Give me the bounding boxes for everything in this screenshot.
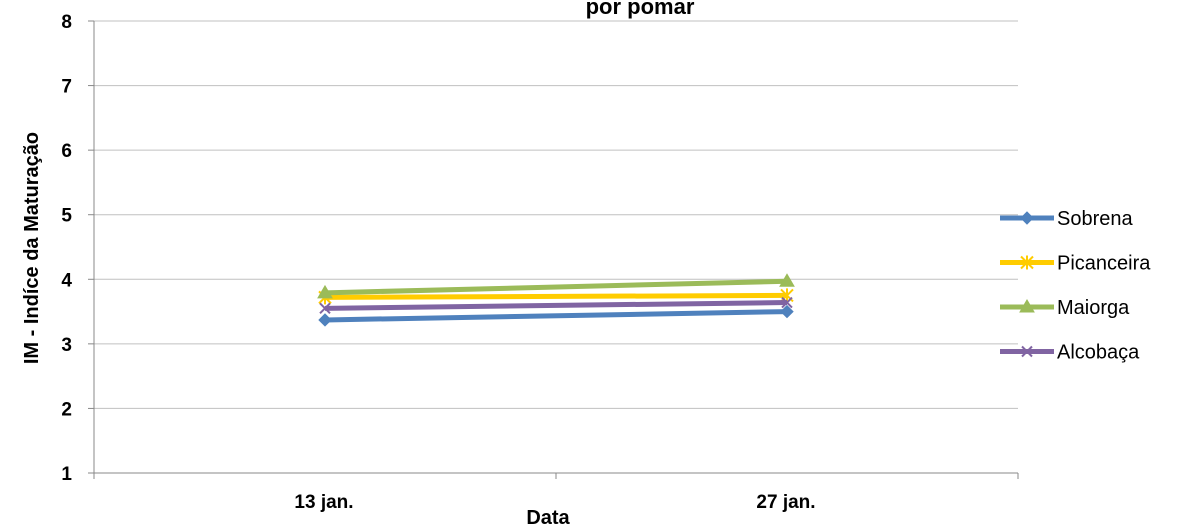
series-line-maiorga xyxy=(324,278,788,296)
y-tick-label: 2 xyxy=(61,399,72,420)
y-tick-label: 7 xyxy=(61,77,72,98)
legend-marker xyxy=(1021,345,1033,358)
axes xyxy=(88,20,1019,479)
series-lines xyxy=(317,273,795,327)
data-point-alcobaça-1 xyxy=(781,296,793,309)
legend: Sobrena Picanceira Maiorga Alcobaça xyxy=(1000,208,1151,364)
x-axis-label: Data xyxy=(526,507,570,528)
y-tick-label: 1 xyxy=(61,464,72,485)
data-point-sobrena-1 xyxy=(780,304,794,319)
y-tick-label: 3 xyxy=(61,335,72,356)
y-tick-label: 6 xyxy=(61,141,72,162)
legend-marker xyxy=(1019,299,1035,313)
gridlines xyxy=(94,20,1018,409)
series-line-picanceira xyxy=(324,292,788,300)
series-line-alcobaça xyxy=(324,300,788,311)
x-tick-labels: 13 jan. 27 jan. xyxy=(294,492,815,513)
y-tick-label: 4 xyxy=(61,270,72,291)
legend-marker xyxy=(1020,255,1034,270)
legend-item-sobrena: Sobrena xyxy=(1000,208,1133,230)
legend-item-picanceira: Picanceira xyxy=(1000,253,1151,275)
legend-label: Sobrena xyxy=(1057,208,1133,230)
legend-label: Maiorga xyxy=(1057,297,1130,319)
data-point-maiorga-0 xyxy=(317,284,333,299)
chart-title: por pomar xyxy=(586,0,695,19)
series-line-sobrena xyxy=(324,309,788,323)
legend-label: Picanceira xyxy=(1057,253,1151,275)
legend-item-maiorga: Maiorga xyxy=(1000,297,1130,319)
data-point-alcobaça-0 xyxy=(319,302,331,315)
y-tick-label: 5 xyxy=(61,206,72,227)
legend-item-alcobaça: Alcobaça xyxy=(1000,342,1140,364)
x-tick-label: 27 jan. xyxy=(756,492,815,513)
legend-label: Alcobaça xyxy=(1057,342,1140,364)
data-point-sobrena-0 xyxy=(318,313,332,327)
x-tick-label: 13 jan. xyxy=(294,492,353,513)
y-tick-labels: 1 2 3 4 5 6 7 8 xyxy=(61,12,72,485)
legend-marker xyxy=(1020,211,1034,225)
y-axis-label: IM - Indíce da Maturação xyxy=(21,132,43,364)
data-point-maiorga-1 xyxy=(779,273,795,287)
y-tick-label: 8 xyxy=(61,12,72,33)
